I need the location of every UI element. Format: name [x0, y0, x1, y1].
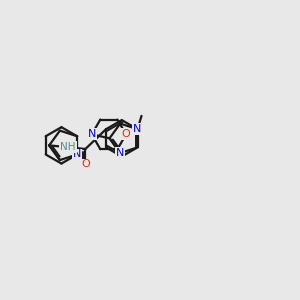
Text: O: O: [122, 129, 130, 140]
Text: N: N: [116, 148, 124, 158]
Text: N: N: [133, 124, 142, 134]
Text: N: N: [88, 129, 96, 140]
Text: NH: NH: [60, 142, 76, 152]
Text: N: N: [88, 129, 96, 140]
Text: N: N: [73, 149, 81, 160]
Text: O: O: [81, 159, 90, 170]
